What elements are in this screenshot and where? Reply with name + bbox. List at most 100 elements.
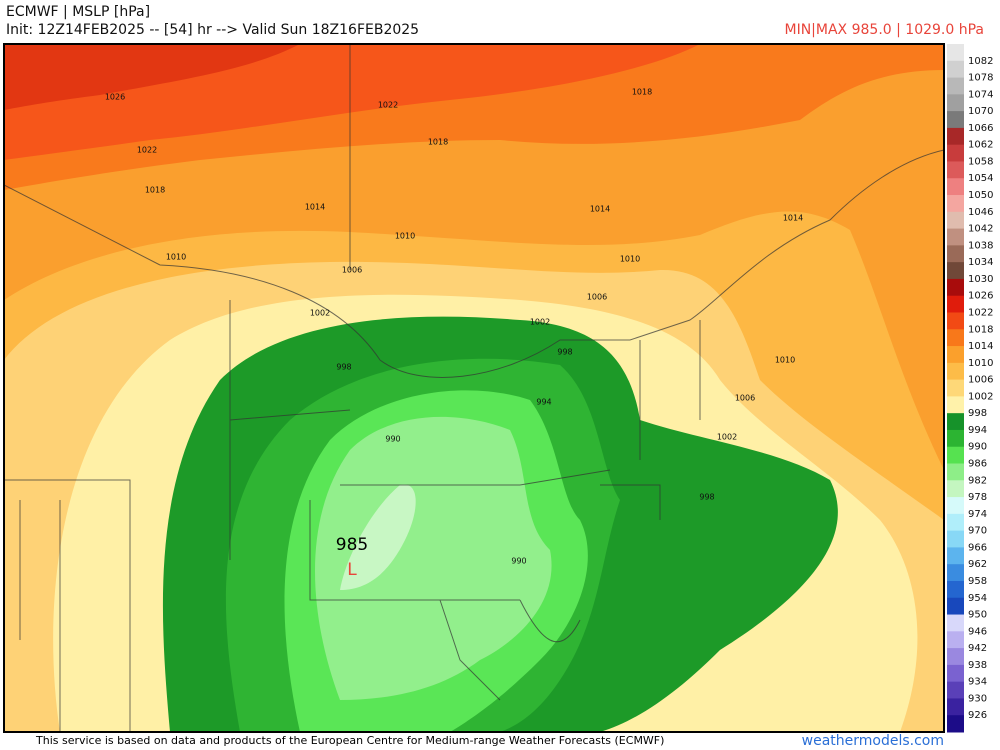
contour-label: 1006 [735,394,755,403]
colorbar-label: 942 [968,643,987,654]
colorbar-cell [947,44,964,62]
colorbar-cell [947,429,964,448]
colorbar-label: 930 [968,693,987,704]
contour-label: 1006 [342,266,362,275]
contour-label: 1002 [717,433,737,442]
colorbar-cell [947,329,964,347]
map-frame [3,43,945,733]
colorbar-label: 950 [968,610,987,621]
colorbar-cell [947,195,964,213]
colorbar-cell [947,463,964,481]
colorbar-cell [947,77,964,95]
colorbar-cell [947,530,964,548]
contour-label: 1010 [775,356,795,365]
colorbar-cell [947,379,964,397]
contour-label: 998 [557,348,572,357]
contour-label: 1010 [620,255,640,264]
low-value: 985 [336,535,368,555]
colorbar-label: 1074 [968,89,993,100]
contour-label: 1022 [378,101,398,110]
colorbar-label: 1030 [968,274,993,285]
colorbar-label: 990 [968,442,987,453]
colorbar-label: 1014 [968,341,993,352]
contour-labels: 1026 1022 1018 1022 1018 1018 1014 1010 1014 1010… [105,88,803,566]
colorbar-label: 1042 [968,224,993,235]
colorbar-label: 994 [968,425,987,436]
colorbar-cell [947,312,964,330]
colorbar-label: 1010 [968,358,993,369]
boundaries [4,44,944,732]
colorbar-cell [947,178,964,196]
colorbar-cell [947,295,964,313]
contour-label: 1018 [632,88,652,97]
colorbar-cell [947,111,964,129]
colorbar-cell [947,698,964,716]
colorbar-cell [947,614,964,632]
site[interactable]: weathermodels.com [802,733,944,749]
colorbar-cell [947,161,964,179]
colorbar-cell [947,648,964,666]
colorbar-label: 958 [968,576,987,587]
colorbar-label: 986 [968,459,987,470]
contour-label: 1014 [783,214,803,223]
contour-label: 1014 [590,205,610,214]
colorbar-cell [947,480,964,498]
colorbar-label: 1050 [968,190,993,201]
colorbar-cell [947,564,964,582]
colorbar-cell [947,513,964,532]
band-982 [340,484,416,590]
colorbar-label: 1034 [968,257,993,268]
colorbar-cell [947,262,964,280]
colorbar-label: 1070 [968,106,993,117]
contour-label: 1026 [105,93,125,102]
title: ECMWF | MSLP [hPa] [6,4,151,20]
colorbar-cell [947,413,964,431]
colorbar-label: 962 [968,559,987,570]
colorbar-label: 978 [968,492,987,503]
colorbar-label: 926 [968,710,987,721]
init-line: Init: 12Z14FEB2025 -- [54] hr --> Valid … [6,22,420,38]
colorbar-label: 1046 [968,207,993,218]
colorbar-label: 1022 [968,307,993,318]
pressure-field [4,44,944,732]
colorbar-cell [947,245,964,263]
colorbar-cell [947,94,964,112]
colorbar-cell [947,144,964,162]
colorbar-cell [947,597,964,616]
low-symbol: L [347,560,357,580]
colorbar-label: 1002 [968,391,993,402]
colorbar-label: 1082 [968,56,993,67]
colorbar-label: 1066 [968,123,993,134]
colorbar-cell [947,631,964,649]
colorbar-label: 1062 [968,140,993,151]
colorbar-label: 934 [968,677,987,688]
colorbar-cell [947,547,964,565]
colorbar-label: 938 [968,660,987,671]
contour-label: 1014 [305,203,325,212]
colorbar-label: 1038 [968,240,993,251]
contour-label: 990 [385,435,400,444]
credit: This service is based on data and produc… [35,734,664,747]
colorbar-label: 970 [968,526,987,537]
colorbar-cell [947,715,964,733]
colorbar-label: 1058 [968,156,993,167]
contour-label: 1018 [145,186,165,195]
colorbar-cell [947,580,964,599]
colorbar-cell [947,681,964,699]
colorbar-label: 946 [968,626,987,637]
colorbar-cell [947,346,964,364]
colorbar-cell [947,446,964,465]
colorbar-cell [947,396,964,414]
colorbar-label: 1018 [968,324,993,335]
colorbar-cell [947,60,964,79]
contour-label: 1022 [137,146,157,155]
band-986 [315,416,552,700]
colorbar-label: 966 [968,542,987,553]
colorbar-label: 998 [968,408,987,419]
colorbar-label: 954 [968,593,987,604]
colorbar-label: 1078 [968,73,993,84]
colorbar-cell [947,228,964,246]
colorbar-cell [947,211,964,230]
contour-label: 990 [511,557,526,566]
